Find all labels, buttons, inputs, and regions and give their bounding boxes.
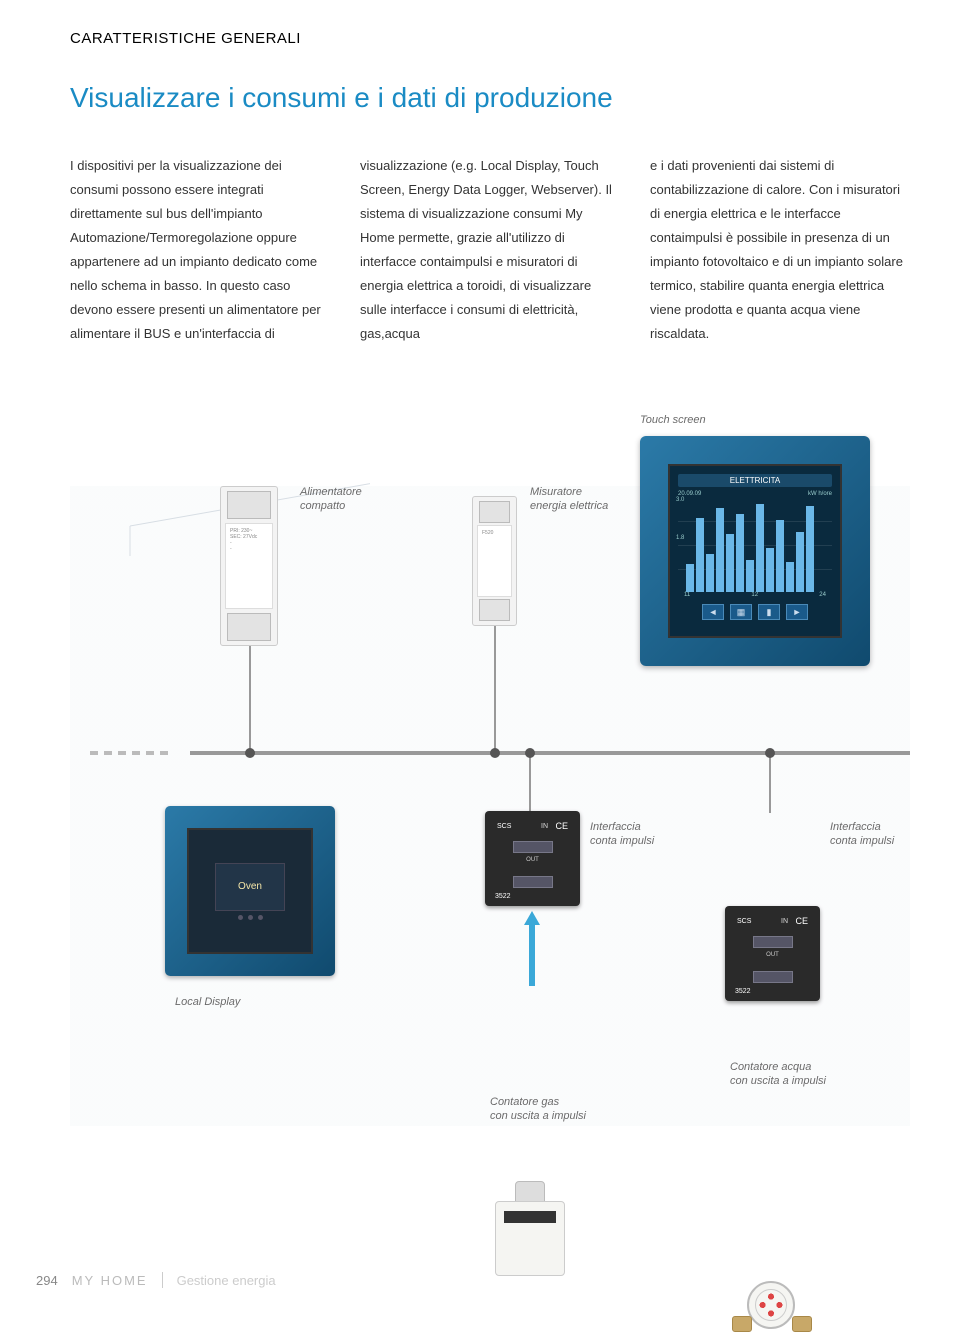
drop-if2 — [769, 753, 771, 813]
din-module-icon: PRI: 230~SEC: 27Vdc-- — [220, 486, 278, 646]
footer: 294 MY HOME Gestione energia — [36, 1272, 276, 1288]
ts-bar — [756, 504, 764, 592]
ts-bar — [696, 518, 704, 592]
if2-model: 3522 — [735, 988, 751, 995]
device-water-meter — [732, 1281, 812, 1341]
main-title: Visualizzare i consumi e i dati di produ… — [70, 82, 910, 114]
arrow-up-gas-icon — [524, 911, 540, 986]
if2-out: OUT — [725, 952, 820, 958]
touchscreen-screen: ELETTRICITA 20.09.09 kW h/ore 3.0 1.8 11… — [668, 464, 842, 638]
footer-sep — [162, 1272, 163, 1288]
body-columns: I dispositivi per la visualizzazione dei… — [70, 154, 910, 346]
device-gas-meter — [490, 1181, 570, 1276]
col-2: visualizzazione (e.g. Local Display, Tou… — [360, 154, 620, 346]
bus-dashed — [90, 751, 168, 755]
ts-buttons: ◄ ▦ ▮ ► — [678, 604, 832, 620]
col-1: I dispositivi per la visualizzazione dei… — [70, 154, 330, 346]
ts-chart: 3.0 1.8 — [678, 497, 832, 592]
device-touchscreen: ELETTRICITA 20.09.09 kW h/ore 3.0 1.8 11… — [640, 436, 870, 666]
footer-sub: Gestione energia — [177, 1273, 276, 1288]
ts-bar — [746, 560, 754, 592]
label-gas-meter: Contatore gas con uscita a impulsi — [490, 1096, 586, 1124]
ts-bar — [736, 514, 744, 592]
if2-in: IN — [781, 918, 788, 925]
ts-bar — [766, 548, 774, 592]
label-alimentatore: Alimentatore compatto — [300, 486, 362, 514]
diagram: PRI: 230~SEC: 27Vdc-- Alimentatore compa… — [70, 406, 910, 1126]
label-local-display: Local Display — [175, 996, 240, 1010]
page-number: 294 — [36, 1273, 58, 1288]
label-interface-2: Interfaccia conta impulsi — [830, 821, 894, 849]
ts-bar — [706, 554, 714, 592]
device-misuratore: F520 — [472, 496, 517, 626]
din-module-small-icon: F520 — [472, 496, 517, 626]
device-local-display: Oven — [165, 806, 335, 976]
ts-x0: 11 — [684, 592, 690, 598]
ts-bar — [786, 562, 794, 592]
ts-bar — [726, 534, 734, 592]
label-misuratore: Misuratore energia elettrica — [530, 486, 608, 514]
ts-y0: 3.0 — [676, 497, 684, 503]
drop-alim — [249, 646, 251, 751]
if1-scs: SCS — [497, 823, 511, 830]
label-interface-1: Interfaccia conta impulsi — [590, 821, 654, 849]
section-title: CARATTERISTICHE GENERALI — [70, 30, 910, 47]
if1-out: OUT — [485, 857, 580, 863]
ts-bar — [796, 532, 804, 592]
node-misur — [490, 748, 500, 758]
if1-in: IN — [541, 823, 548, 830]
label-touchscreen: Touch screen — [640, 414, 706, 428]
ts-bar — [716, 508, 724, 592]
if1-model: 3522 — [495, 893, 511, 900]
device-interface-1: SCS CE IN OUT 3522 — [485, 811, 580, 906]
device-alimentatore: PRI: 230~SEC: 27Vdc-- — [220, 486, 278, 646]
drop-misur — [494, 626, 496, 751]
col-3: e i dati provenienti dai sistemi di cont… — [650, 154, 910, 346]
ts-btn-next-icon: ► — [786, 604, 808, 620]
node-if2 — [765, 748, 775, 758]
ts-x1: 12 — [751, 592, 758, 598]
if2-ce-icon: CE — [795, 916, 808, 926]
node-if1 — [525, 748, 535, 758]
ts-title: ELETTRICITA — [678, 474, 832, 487]
ts-x2: 24 — [819, 592, 826, 598]
ld-text: Oven — [215, 863, 285, 911]
label-water-meter: Contatore acqua con uscita a impulsi — [730, 1061, 826, 1089]
ts-btn-prev-icon: ◄ — [702, 604, 724, 620]
ts-bar — [806, 506, 814, 592]
if2-scs: SCS — [737, 918, 751, 925]
drop-if1 — [529, 753, 531, 813]
ts-bar — [686, 564, 694, 592]
node-alim — [245, 748, 255, 758]
ts-bar — [776, 520, 784, 592]
ts-btn-cal-icon: ▦ — [730, 604, 752, 620]
if1-ce-icon: CE — [555, 821, 568, 831]
footer-brand: MY HOME — [72, 1273, 148, 1288]
ts-btn-chart-icon: ▮ — [758, 604, 780, 620]
ts-y1: 1.8 — [676, 535, 684, 541]
device-interface-2: SCS CE IN OUT 3522 — [725, 906, 820, 1001]
